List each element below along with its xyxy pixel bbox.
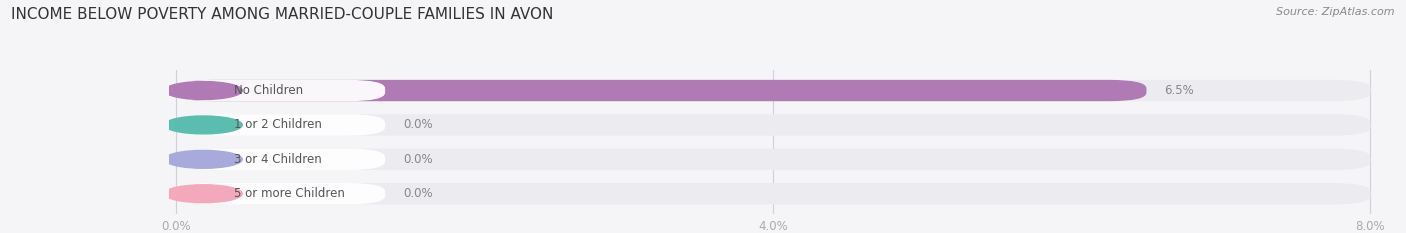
FancyBboxPatch shape bbox=[176, 183, 385, 204]
Text: Source: ZipAtlas.com: Source: ZipAtlas.com bbox=[1277, 7, 1395, 17]
FancyBboxPatch shape bbox=[176, 80, 385, 101]
FancyBboxPatch shape bbox=[176, 80, 1371, 101]
Text: 6.5%: 6.5% bbox=[1164, 84, 1194, 97]
FancyBboxPatch shape bbox=[176, 149, 1371, 170]
Text: 0.0%: 0.0% bbox=[404, 153, 433, 166]
Text: 3 or 4 Children: 3 or 4 Children bbox=[235, 153, 322, 166]
Circle shape bbox=[165, 185, 242, 203]
Text: 5 or more Children: 5 or more Children bbox=[235, 187, 346, 200]
Circle shape bbox=[165, 82, 242, 99]
Text: INCOME BELOW POVERTY AMONG MARRIED-COUPLE FAMILIES IN AVON: INCOME BELOW POVERTY AMONG MARRIED-COUPL… bbox=[11, 7, 554, 22]
Text: No Children: No Children bbox=[235, 84, 304, 97]
FancyBboxPatch shape bbox=[176, 183, 1371, 204]
Text: 1 or 2 Children: 1 or 2 Children bbox=[235, 118, 322, 131]
FancyBboxPatch shape bbox=[176, 114, 385, 136]
FancyBboxPatch shape bbox=[176, 149, 385, 170]
FancyBboxPatch shape bbox=[176, 80, 1146, 101]
Circle shape bbox=[165, 116, 242, 134]
Circle shape bbox=[165, 150, 242, 168]
Text: 0.0%: 0.0% bbox=[404, 118, 433, 131]
Text: 0.0%: 0.0% bbox=[404, 187, 433, 200]
FancyBboxPatch shape bbox=[176, 114, 1371, 136]
